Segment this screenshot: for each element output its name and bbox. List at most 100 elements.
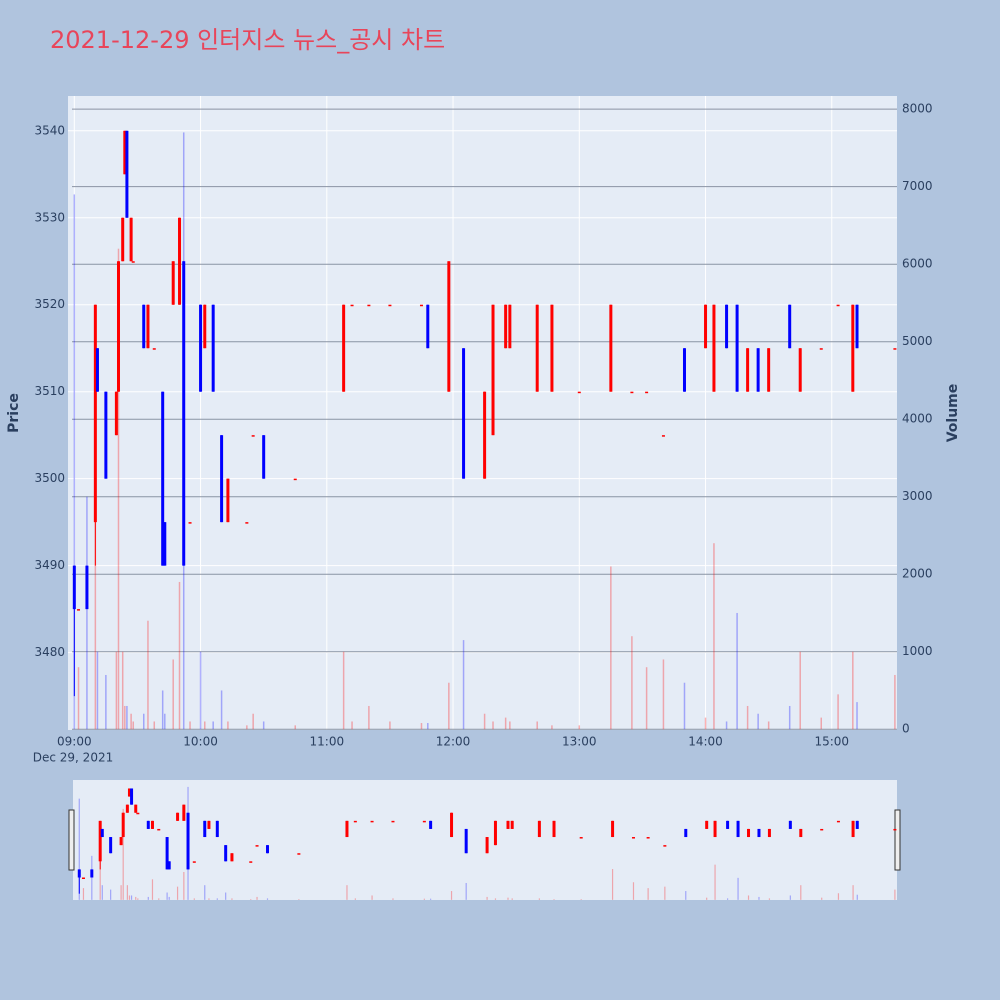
volume-bar xyxy=(483,713,486,730)
volume-bar xyxy=(178,581,181,730)
candle-body xyxy=(353,820,357,823)
candle-body xyxy=(705,820,709,829)
candle-body xyxy=(163,522,167,566)
candle-body xyxy=(855,820,859,829)
volume-bar xyxy=(662,659,665,730)
candle-body xyxy=(165,837,169,870)
x-tick-label: 11:00 xyxy=(310,735,345,749)
candle-body xyxy=(127,788,131,797)
volume-bar xyxy=(551,725,553,730)
volume-bar xyxy=(494,898,497,900)
volume-bar xyxy=(768,898,771,900)
candle-body xyxy=(893,828,897,831)
volume-bar xyxy=(726,898,729,900)
range-handle[interactable] xyxy=(894,809,901,871)
volume-bar xyxy=(227,721,229,730)
candle-body xyxy=(98,820,102,862)
volume-bar xyxy=(204,885,206,900)
volume-bar xyxy=(430,898,432,900)
volume-bar xyxy=(204,721,206,730)
volume-bar xyxy=(580,899,582,900)
x-date-label: Dec 29, 2021 xyxy=(33,751,113,765)
volume-bar xyxy=(368,705,370,730)
volume-bar xyxy=(189,721,191,730)
candle-body xyxy=(462,348,466,479)
volume-bar xyxy=(856,702,858,730)
candle-body xyxy=(85,565,89,610)
volume-bar xyxy=(183,871,185,900)
y2-axis-title: Volume xyxy=(945,384,961,443)
candle-body xyxy=(345,820,349,838)
volume-bar xyxy=(714,864,716,900)
y2-tick-label: 8000 xyxy=(902,102,933,116)
volume-bar xyxy=(852,885,854,900)
candle-body xyxy=(725,304,729,349)
volume-bar xyxy=(821,897,823,900)
candle-body xyxy=(767,348,771,392)
candle-body xyxy=(77,609,81,611)
candle-body xyxy=(72,565,76,610)
candle-body xyxy=(226,478,230,523)
y2-tick-label: 2000 xyxy=(902,567,933,581)
candle-body xyxy=(129,217,133,262)
candle-body xyxy=(391,820,395,823)
volume-bar xyxy=(420,723,423,730)
volume-bar xyxy=(747,895,750,900)
volume-bar xyxy=(158,898,160,900)
candle-body xyxy=(836,304,840,307)
candle-body xyxy=(211,304,215,392)
volume-bar xyxy=(212,721,214,730)
candle-body xyxy=(704,304,708,349)
candle-body xyxy=(157,828,161,831)
volume-bar xyxy=(130,713,132,730)
volume-bar xyxy=(342,651,345,730)
range-handle[interactable] xyxy=(68,809,75,871)
candle-body xyxy=(631,837,635,839)
candle-body xyxy=(203,820,207,838)
candle-body xyxy=(388,304,392,307)
volume-bar xyxy=(683,682,686,730)
candle-body xyxy=(109,837,113,854)
candle-body xyxy=(123,130,127,175)
volume-bar xyxy=(504,717,507,730)
candle-body xyxy=(245,522,249,524)
candle-body xyxy=(552,820,556,838)
volume-bar xyxy=(199,651,202,730)
range-slider[interactable] xyxy=(73,780,897,900)
candle-body xyxy=(491,304,495,436)
candle-body xyxy=(136,812,140,815)
volume-bar xyxy=(354,898,356,900)
candle-body xyxy=(367,304,371,307)
volume-bar xyxy=(509,721,511,730)
volume-bar xyxy=(507,897,509,900)
volume-bar xyxy=(538,898,540,900)
volume-bar xyxy=(82,888,85,900)
candle-body xyxy=(464,828,468,854)
volume-bar xyxy=(837,893,840,900)
volume-bar xyxy=(115,651,118,730)
volume-bar xyxy=(135,896,137,900)
volume-bar xyxy=(147,896,149,900)
volume-bar xyxy=(73,194,76,730)
candle-body xyxy=(645,391,649,394)
candle-body xyxy=(265,845,269,854)
volume-bar xyxy=(725,721,728,730)
candle-body xyxy=(130,788,134,805)
volume-bar xyxy=(121,651,124,730)
volume-bar xyxy=(193,898,195,900)
candle-body xyxy=(100,828,104,838)
volume-bar xyxy=(78,798,80,900)
y-tick-label: 3510 xyxy=(34,384,65,398)
candle-body xyxy=(167,861,171,870)
candle-body xyxy=(207,820,211,829)
candle-body xyxy=(855,304,859,349)
volume-bar xyxy=(256,896,258,900)
volume-bar xyxy=(799,651,801,730)
y2-tick-label: 1000 xyxy=(902,644,933,658)
volume-bar xyxy=(351,721,353,730)
candle-body xyxy=(504,304,508,349)
volume-bar xyxy=(788,705,791,730)
volume-bar xyxy=(800,885,802,900)
candle-body xyxy=(93,304,97,523)
candle-body xyxy=(851,304,855,392)
